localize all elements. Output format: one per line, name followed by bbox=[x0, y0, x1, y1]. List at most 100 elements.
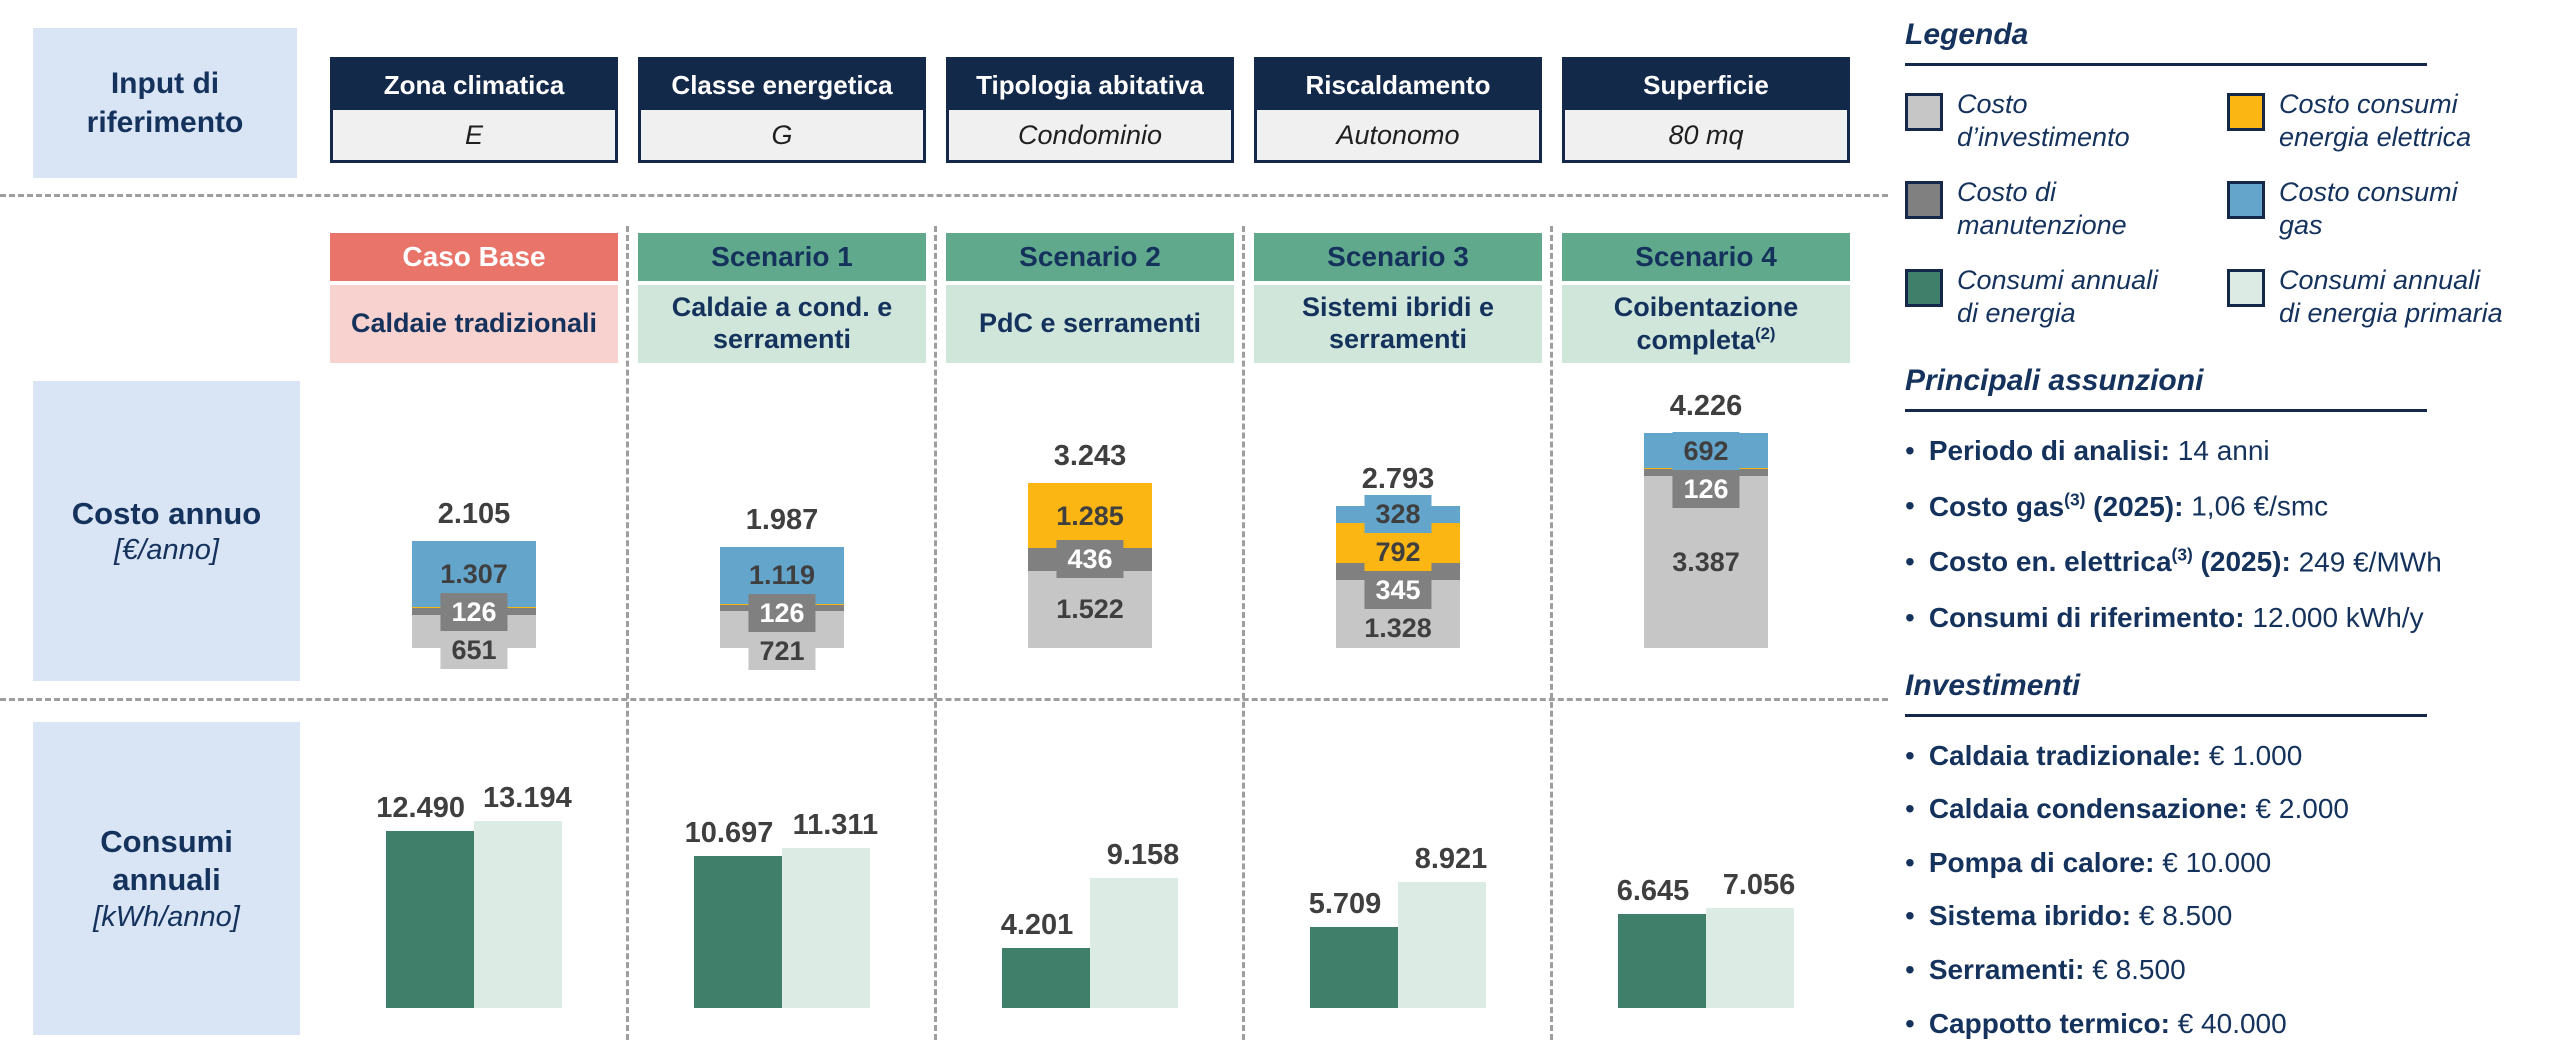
vertical-dashed-divider-3 bbox=[1242, 226, 1245, 1040]
legend-label-line: Costo bbox=[1957, 89, 2028, 119]
investment-label: Caldaia tradizionale: bbox=[1928, 739, 2202, 771]
assumption-item: • Costo gas(3) (2025): 1,06 €/smc bbox=[1905, 489, 2555, 523]
investment-label: Cappotto termico: bbox=[1928, 1007, 2170, 1039]
bar-value-label: 6.645 bbox=[1616, 874, 1690, 907]
input-table-value: G bbox=[771, 119, 793, 150]
consumi-annuali-chart: 12.490 13.194 10.697 11.311 4.201 9.158 5.709 8… bbox=[320, 758, 1860, 1008]
investment-text: Caldaia condensazione: € 2.000 bbox=[1929, 792, 2349, 826]
bullet-icon: • bbox=[1905, 846, 1915, 878]
scenario-subtitle: Sistemi ibridi e serramenti bbox=[1254, 285, 1542, 363]
bar-energy bbox=[1618, 913, 1706, 1008]
bar-value-label: 692 bbox=[1672, 431, 1740, 470]
stacked-bar-group: 1.987 1.119 126 721 bbox=[720, 503, 844, 671]
legend-swatch-primary-icon bbox=[2227, 268, 2265, 307]
consumi-chart-cell: 12.490 13.194 bbox=[320, 758, 628, 1008]
legend-swatch-elec-icon bbox=[2227, 93, 2265, 131]
assumption-text: Costo gas(3) (2025): 1,06 €/smc bbox=[1929, 489, 2328, 523]
costo-annuo-row-label: Costo annuo [€/anno] bbox=[33, 381, 300, 681]
investment-item: • Caldaia condensazione: € 2.000 bbox=[1905, 792, 2555, 826]
bar-energy bbox=[1310, 927, 1398, 1008]
bar-value-label: 721 bbox=[748, 632, 816, 671]
assumption-label: Costo gas(3) (2025): bbox=[1928, 489, 2184, 522]
assumption-item: • Consumi di riferimento: 12.000 kWh/y bbox=[1905, 601, 2555, 635]
bar-value-label: 126 bbox=[748, 594, 816, 633]
stacked-bar: 328 792 345 1.328 bbox=[1336, 495, 1460, 648]
scenario-subtitle-text: Coibentazione completa(2) bbox=[1613, 291, 1799, 355]
scenario-header-slot: Scenario 3 Sistemi ibridi e serramenti bbox=[1244, 233, 1552, 363]
vertical-dashed-divider-4 bbox=[1550, 226, 1553, 1040]
investment-value: € 8.500 bbox=[2131, 900, 2233, 932]
grouped-bar-primary: 11.311 bbox=[782, 809, 878, 1008]
input-table-header: Classe energetica bbox=[641, 60, 923, 110]
bullet-icon: • bbox=[1905, 602, 1915, 634]
legend-label-line: Consumi annuali bbox=[2279, 264, 2481, 295]
scenario-header: Caso Base Caldaie tradizionali bbox=[330, 233, 618, 363]
bar-value-label: 1.522 bbox=[1045, 590, 1135, 629]
bar-energy bbox=[693, 856, 782, 1008]
investment-label: Pompa di calore: bbox=[1928, 846, 2155, 878]
input-table-slot: Superficie 80 mq bbox=[1552, 57, 1860, 163]
input-table-value: 80 mq bbox=[1668, 119, 1744, 150]
input-table-cell: Classe energetica G bbox=[638, 57, 926, 163]
legend-item-primary: Consumi annuali di energia primaria bbox=[2227, 264, 2555, 330]
legend-item-maint: Costo di manutenzione bbox=[1905, 176, 2227, 242]
scenario-headers: Caso Base Caldaie tradizionali Scenario 1 C… bbox=[320, 233, 1860, 363]
bar-total-label: 2.105 bbox=[437, 497, 511, 530]
bar-energy bbox=[1002, 948, 1090, 1008]
scenario-subtitle-text: Caldaie tradizionali bbox=[350, 308, 598, 339]
assumption-item: • Periodo di analisi: 14 anni bbox=[1905, 434, 2555, 468]
input-table-slot: Riscaldamento Autonomo bbox=[1244, 57, 1552, 163]
bar-value-label: 1.307 bbox=[429, 555, 519, 594]
costo-chart-cell: 1.987 1.119 126 721 bbox=[628, 385, 936, 671]
input-table-slot: Classe energetica G bbox=[628, 57, 936, 163]
costo-annuo-title: Costo annuo bbox=[71, 495, 262, 531]
investment-value: € 2.000 bbox=[2247, 793, 2349, 825]
horizontal-dashed-divider-top bbox=[0, 194, 1888, 197]
legend-swatch-gas-icon bbox=[2227, 180, 2265, 219]
input-table-value: E bbox=[464, 119, 483, 150]
legend-title: Legenda bbox=[1905, 18, 2427, 66]
scenario-title: Scenario 4 bbox=[1562, 233, 1850, 281]
legend-label: Costo consumi energia elettrica bbox=[2279, 88, 2471, 154]
grouped-bar-pair: 10.697 11.311 bbox=[685, 809, 878, 1008]
scenario-header: Scenario 4 Coibentazione completa(2) bbox=[1562, 233, 1850, 363]
bar-value-label: 436 bbox=[1056, 540, 1124, 579]
stacked-bar: 692 126 3.387 bbox=[1644, 431, 1768, 648]
bar-value-label: 345 bbox=[1364, 571, 1432, 610]
stacked-bar-group: 2.793 328 792 345 1.328 bbox=[1336, 463, 1460, 648]
legend-label-line: manutenzione bbox=[1957, 209, 2127, 240]
right-panel: Legenda Costo d’investimento Costo consumi… bbox=[1905, 18, 2555, 1057]
scenario-header: Scenario 3 Sistemi ibridi e serramenti bbox=[1254, 233, 1542, 363]
legend-label: Costo consumi gas bbox=[2279, 176, 2458, 242]
bar-total-label: 1.987 bbox=[745, 503, 819, 536]
grouped-bar-energy: 12.490 bbox=[376, 792, 474, 1008]
assumption-label: Costo en. elettrica(3) (2025): bbox=[1928, 545, 2291, 578]
grouped-bar-energy: 5.709 bbox=[1309, 888, 1398, 1008]
investment-item: • Caldaia tradizionale: € 1.000 bbox=[1905, 739, 2555, 773]
stacked-bar: 1.307 126 651 bbox=[412, 540, 536, 670]
assumption-label: Periodo di analisi: bbox=[1928, 434, 2170, 466]
assumption-value: 12.000 kWh/y bbox=[2244, 602, 2424, 634]
scenario-subtitle-text: Caldaie a cond. e serramenti bbox=[671, 292, 893, 354]
bar-value-label: 8.921 bbox=[1414, 842, 1488, 875]
legend-label-line: Consumi annuali bbox=[1957, 264, 2159, 295]
legend-label-line: Costo consumi bbox=[2279, 176, 2458, 207]
investment-item: • Serramenti: € 8.500 bbox=[1905, 953, 2555, 987]
grouped-bar-pair: 5.709 8.921 bbox=[1309, 842, 1488, 1008]
legend-label-line: gas bbox=[2279, 209, 2323, 240]
bullet-icon: • bbox=[1905, 739, 1915, 771]
consumi-annuali-row-label: Consumi annuali [kWh/anno] bbox=[33, 722, 300, 1035]
scenario-header-slot: Scenario 1 Caldaie a cond. e serramenti bbox=[628, 233, 936, 363]
bullet-icon: • bbox=[1905, 490, 1915, 522]
scenario-header-slot: Caso Base Caldaie tradizionali bbox=[320, 233, 628, 363]
input-table-value: Condominio bbox=[1017, 119, 1163, 150]
scenario-header-slot: Scenario 2 PdC e serramenti bbox=[936, 233, 1244, 363]
consumi-chart-cell: 4.201 9.158 bbox=[936, 758, 1244, 1008]
assumption-text: Consumi di riferimento: 12.000 kWh/y bbox=[1929, 601, 2424, 635]
bar-total-label: 3.243 bbox=[1053, 440, 1127, 472]
bar-primary bbox=[474, 821, 563, 1008]
grouped-bar-pair: 12.490 13.194 bbox=[376, 782, 572, 1008]
bar-value-label: 126 bbox=[1672, 469, 1740, 508]
investment-label: Caldaia condensazione: bbox=[1928, 793, 2248, 825]
assumption-value: 249 €/MWh bbox=[2290, 546, 2442, 578]
